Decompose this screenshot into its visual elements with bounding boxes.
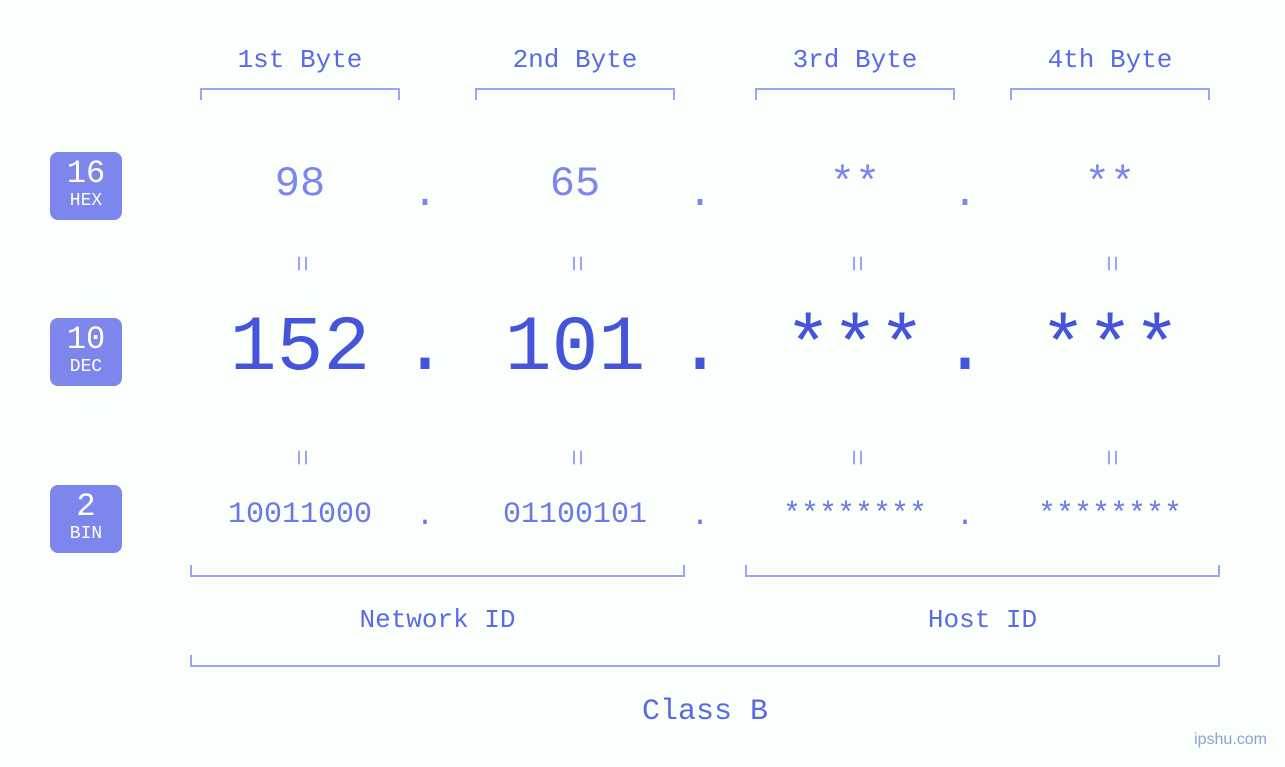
dec-separator-1: .	[395, 305, 455, 393]
equals-marker: =	[1095, 443, 1126, 473]
bin-byte-2: 01100101	[445, 498, 705, 532]
host-label: Host ID	[745, 605, 1220, 635]
hex-separator-1: .	[405, 170, 445, 218]
host-bracket	[745, 565, 1220, 577]
equals-marker: =	[840, 249, 871, 279]
equals-marker: =	[560, 443, 591, 473]
byte-bracket-4	[1010, 88, 1210, 100]
byte-header-4: 4th Byte	[1000, 45, 1220, 75]
bin-separator-1: .	[405, 500, 445, 534]
class-bracket	[190, 655, 1220, 667]
equals-marker: =	[285, 443, 316, 473]
base-badge-label: HEX	[50, 192, 122, 212]
bin-separator-2: .	[680, 500, 720, 534]
base-badge-bin: 2BIN	[50, 485, 122, 553]
dec-byte-4: ***	[970, 305, 1250, 393]
watermark: ipshu.com	[1194, 731, 1267, 749]
hex-separator-3: .	[945, 170, 985, 218]
base-badge-label: BIN	[50, 525, 122, 545]
byte-header-1: 1st Byte	[190, 45, 410, 75]
bin-separator-3: .	[945, 500, 985, 534]
equals-marker: =	[285, 249, 316, 279]
base-badge-dec: 10DEC	[50, 318, 122, 386]
hex-byte-4: **	[990, 160, 1230, 208]
byte-bracket-1	[200, 88, 400, 100]
bin-byte-1: 10011000	[170, 498, 430, 532]
equals-marker: =	[840, 443, 871, 473]
base-badge-label: DEC	[50, 358, 122, 378]
equals-marker: =	[560, 249, 591, 279]
hex-byte-3: **	[735, 160, 975, 208]
byte-bracket-3	[755, 88, 955, 100]
equals-marker: =	[1095, 249, 1126, 279]
byte-bracket-2	[475, 88, 675, 100]
dec-separator-3: .	[935, 305, 995, 393]
hex-byte-1: 98	[180, 160, 420, 208]
byte-header-3: 3rd Byte	[745, 45, 965, 75]
byte-header-2: 2nd Byte	[465, 45, 685, 75]
bin-byte-4: ********	[980, 498, 1240, 532]
hex-separator-2: .	[680, 170, 720, 218]
class-label: Class B	[190, 695, 1220, 729]
dec-separator-2: .	[670, 305, 730, 393]
base-badge-num: 2	[50, 491, 122, 523]
base-badge-hex: 16HEX	[50, 152, 122, 220]
network-label: Network ID	[190, 605, 685, 635]
base-badge-num: 16	[50, 158, 122, 190]
base-badge-num: 10	[50, 324, 122, 356]
hex-byte-2: 65	[455, 160, 695, 208]
network-bracket	[190, 565, 685, 577]
